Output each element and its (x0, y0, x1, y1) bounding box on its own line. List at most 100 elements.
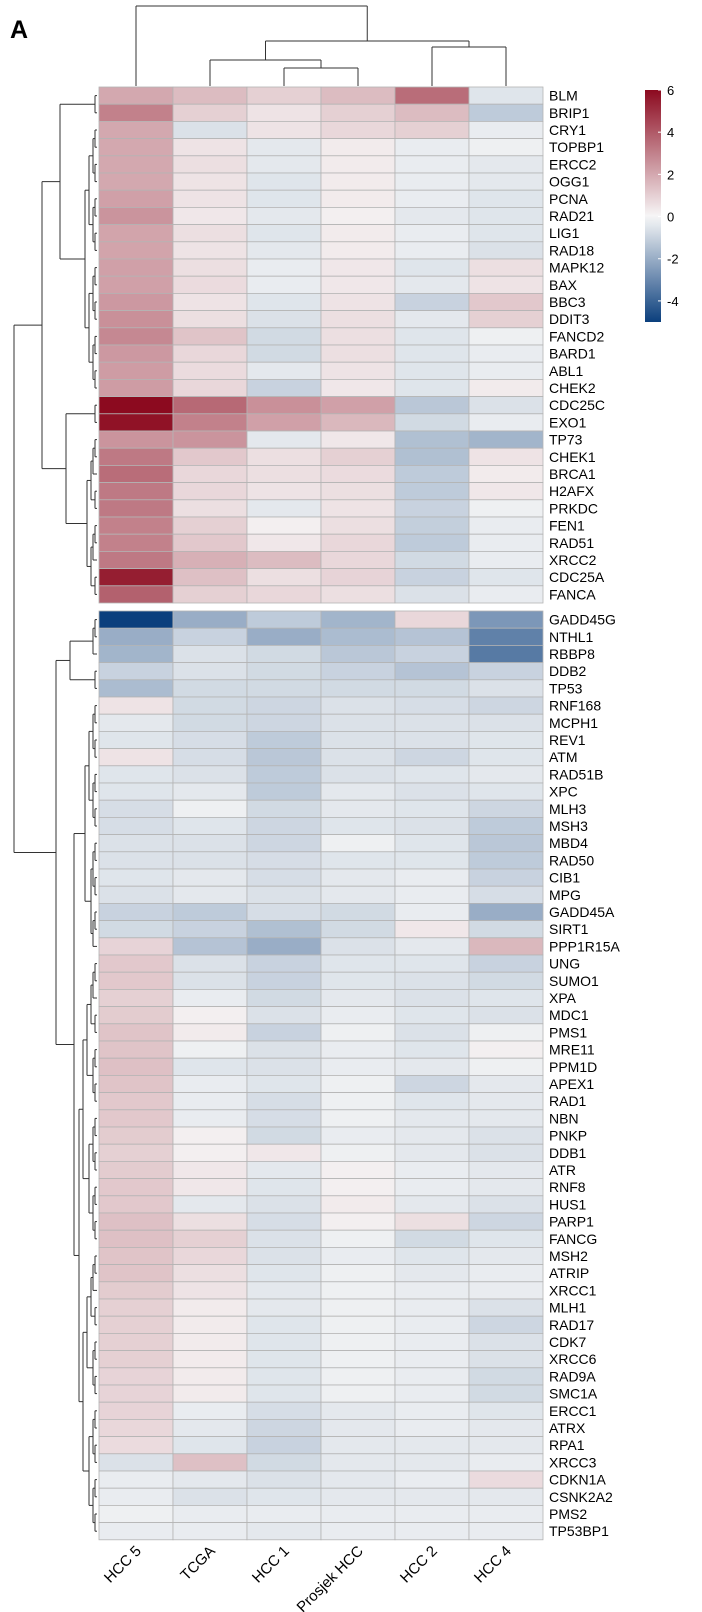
row-label: BARD1 (549, 346, 596, 362)
heatmap-cell (172, 241, 248, 260)
heatmap-cell (320, 155, 396, 174)
row-label: EXO1 (549, 414, 587, 430)
heatmap-cell (246, 275, 322, 294)
heatmap-cell (468, 344, 544, 363)
heatmap-cell (468, 482, 544, 501)
heatmap-cell (394, 817, 470, 836)
heatmap-cell (246, 327, 322, 346)
heatmap-cell (172, 447, 248, 466)
heatmap-cell (468, 1298, 544, 1317)
heatmap-cell (320, 275, 396, 294)
heatmap-cell (172, 310, 248, 329)
heatmap-cell (320, 1143, 396, 1162)
heatmap-cell (320, 378, 396, 397)
heatmap-cell (394, 971, 470, 990)
heatmap-cell (468, 1212, 544, 1231)
heatmap-cell (320, 447, 396, 466)
row-label: BRIP1 (549, 105, 590, 121)
heatmap-cell (320, 1023, 396, 1042)
heatmap-cell (246, 241, 322, 260)
heatmap-cell (98, 224, 174, 243)
heatmap-cell (320, 121, 396, 140)
heatmap-cell (98, 1006, 174, 1025)
heatmap-cell (394, 138, 470, 157)
row-label: CHEK1 (549, 449, 596, 465)
heatmap-cell (98, 447, 174, 466)
heatmap-cell (320, 937, 396, 956)
heatmap-cell (468, 361, 544, 380)
heatmap-cell (394, 1143, 470, 1162)
heatmap-cell (246, 799, 322, 818)
heatmap-cell (246, 920, 322, 939)
heatmap-cell (468, 568, 544, 587)
row-label: TP53 (549, 680, 583, 696)
row-label: PNKP (549, 1128, 587, 1144)
heatmap-cell (246, 224, 322, 243)
heatmap-cell (394, 1178, 470, 1197)
heatmap-cell (98, 645, 174, 664)
heatmap-cell (468, 1126, 544, 1145)
heatmap-cell (468, 1195, 544, 1214)
heatmap-cell (246, 645, 322, 664)
row-label: SMC1A (549, 1386, 598, 1402)
row-label: ATRIP (549, 1265, 589, 1281)
heatmap-cell (246, 1023, 322, 1042)
heatmap-cell (468, 103, 544, 122)
row-label: FEN1 (549, 518, 585, 534)
heatmap-cell (394, 1419, 470, 1438)
heatmap-cell (172, 1161, 248, 1180)
heatmap-cell (98, 782, 174, 801)
heatmap-cell (172, 189, 248, 208)
heatmap-cell (320, 1333, 396, 1352)
heatmap-cell (320, 1195, 396, 1214)
heatmap-cell (394, 241, 470, 260)
heatmap-cell (320, 224, 396, 243)
heatmap-cell (246, 361, 322, 380)
heatmap-cell (394, 1281, 470, 1300)
heatmap-cell (468, 155, 544, 174)
heatmap-cell (468, 1522, 544, 1541)
heatmap-cell (246, 817, 322, 836)
row-label: DDB1 (549, 1145, 587, 1161)
heatmap-cell (246, 482, 322, 501)
heatmap-cell (172, 292, 248, 311)
heatmap-cell (468, 1092, 544, 1111)
heatmap-cell (394, 86, 470, 105)
heatmap-cell (172, 172, 248, 191)
row-label: ERCC1 (549, 1403, 597, 1419)
heatmap-cell (172, 258, 248, 277)
heatmap-cell (320, 713, 396, 732)
heatmap-cell (172, 138, 248, 157)
heatmap-cell (246, 696, 322, 715)
heatmap-cell (320, 1522, 396, 1541)
heatmap-cell (98, 903, 174, 922)
heatmap-cell (172, 327, 248, 346)
row-label: RBBP8 (549, 646, 595, 662)
heatmap-cell (246, 662, 322, 681)
heatmap-cell (320, 430, 396, 449)
heatmap-cell (320, 610, 396, 629)
heatmap-cell (468, 275, 544, 294)
heatmap-cell (246, 172, 322, 191)
heatmap-cell (172, 1298, 248, 1317)
row-label: XPA (549, 990, 577, 1006)
heatmap-cell (246, 1126, 322, 1145)
heatmap-cell (394, 799, 470, 818)
heatmap-cell (246, 1315, 322, 1334)
heatmap-cell (394, 1057, 470, 1076)
heatmap-cell (468, 1505, 544, 1524)
row-label: ATRX (549, 1420, 586, 1436)
heatmap-cell (98, 275, 174, 294)
heatmap-cell (172, 696, 248, 715)
heatmap-cell (394, 533, 470, 552)
heatmap-cell (246, 551, 322, 570)
heatmap-cell (320, 662, 396, 681)
heatmap-cell (320, 1315, 396, 1334)
heatmap-cell (98, 1109, 174, 1128)
heatmap-cell (172, 799, 248, 818)
heatmap-cell (320, 971, 396, 990)
heatmap-cell (98, 413, 174, 432)
heatmap-cell (394, 713, 470, 732)
heatmap-cell (172, 413, 248, 432)
